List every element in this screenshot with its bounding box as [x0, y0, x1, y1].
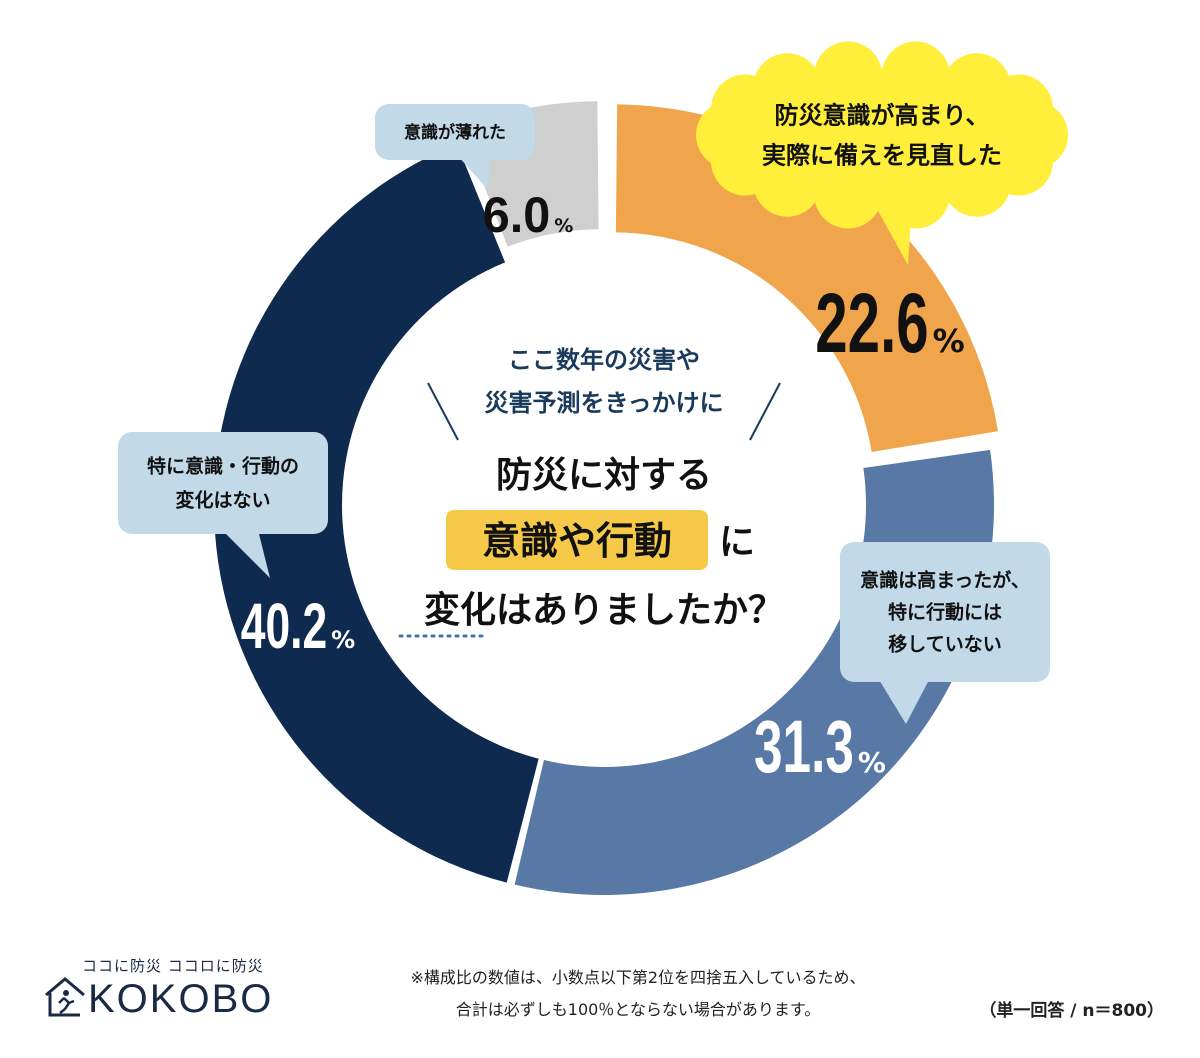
bubble-0-line-0: 防災意識が高まり、 [774, 101, 989, 129]
bubble-1-line-1: 特に行動には [888, 601, 1002, 624]
question-line-3: 変化はありましたか？ [424, 589, 784, 631]
value-label-2: 40.2% [241, 590, 355, 662]
value-labels: 22.6 % 31.3 % 40.2 % 6.0% [241, 187, 965, 788]
house-runner-icon [45, 977, 85, 1017]
bubble-0: 防災意識が高まり、実際に備えを見直した [696, 41, 1068, 265]
note-line-1: ※構成比の数値は、小数点以下第2位を四捨五入しているため、 [410, 968, 866, 987]
bubble-1-line-2: 移していない [888, 633, 1001, 656]
bubble-3: 意識が薄れた [375, 104, 535, 190]
bubble-2-line-0: 特に意識・行動の [147, 455, 299, 478]
note-line-2: 合計は必ずしも100％とならない場合があります。 [455, 1000, 821, 1019]
value-label-1: 31.3% [754, 705, 886, 788]
donut-slice-2 [213, 143, 539, 883]
question-highlight-text: 意識や行動 [482, 519, 672, 563]
bubble-3-line-0: 意識が薄れた [404, 122, 506, 143]
sample-size: （単一回答 / n＝800） [979, 1001, 1164, 1021]
value-label-3: 6.0% [483, 187, 574, 243]
value-label-0: 22.6% [815, 276, 964, 370]
bubble-0-line-1: 実際に備えを見直した [762, 141, 1002, 169]
donut-chart: 防災意識が高まり、実際に備えを見直した意識は高まったが、特に行動には移していない… [118, 41, 1068, 895]
bubble-2-line-1: 変化はない [175, 489, 270, 512]
rounding-note: ※構成比の数値は、小数点以下第2位を四捨五入しているため、 合計は必ずしも100… [338, 962, 938, 1026]
question-line-1: 防災に対する [496, 455, 712, 496]
lead-slash-left [427, 382, 459, 441]
label-bubbles: 防災意識が高まり、実際に備えを見直した意識は高まったが、特に行動には移していない… [118, 41, 1068, 724]
kokobo-logo: ココに防災 ココロに防災 KOKOBO [42, 955, 302, 1035]
center-lead-line-2: 災害予測をきっかけに [484, 389, 723, 417]
center-question: ここ数年の災害や 災害予測をきっかけに 防災に対する 意識や行動 に 変化はあり… [398, 346, 784, 638]
center-lead-line-1: ここ数年の災害や [508, 346, 700, 374]
lead-slash-right [749, 382, 781, 441]
donut-slice-0 [615, 104, 998, 452]
question-highlight-suffix: に [719, 522, 755, 563]
logo-tagline: ココに防災 ココロに防災 [82, 957, 264, 975]
bubble-1-line-0: 意識は高まったが、 [860, 569, 1030, 592]
question-highlight-box [446, 510, 708, 570]
logo-wordmark: KOKOBO [88, 977, 274, 1021]
